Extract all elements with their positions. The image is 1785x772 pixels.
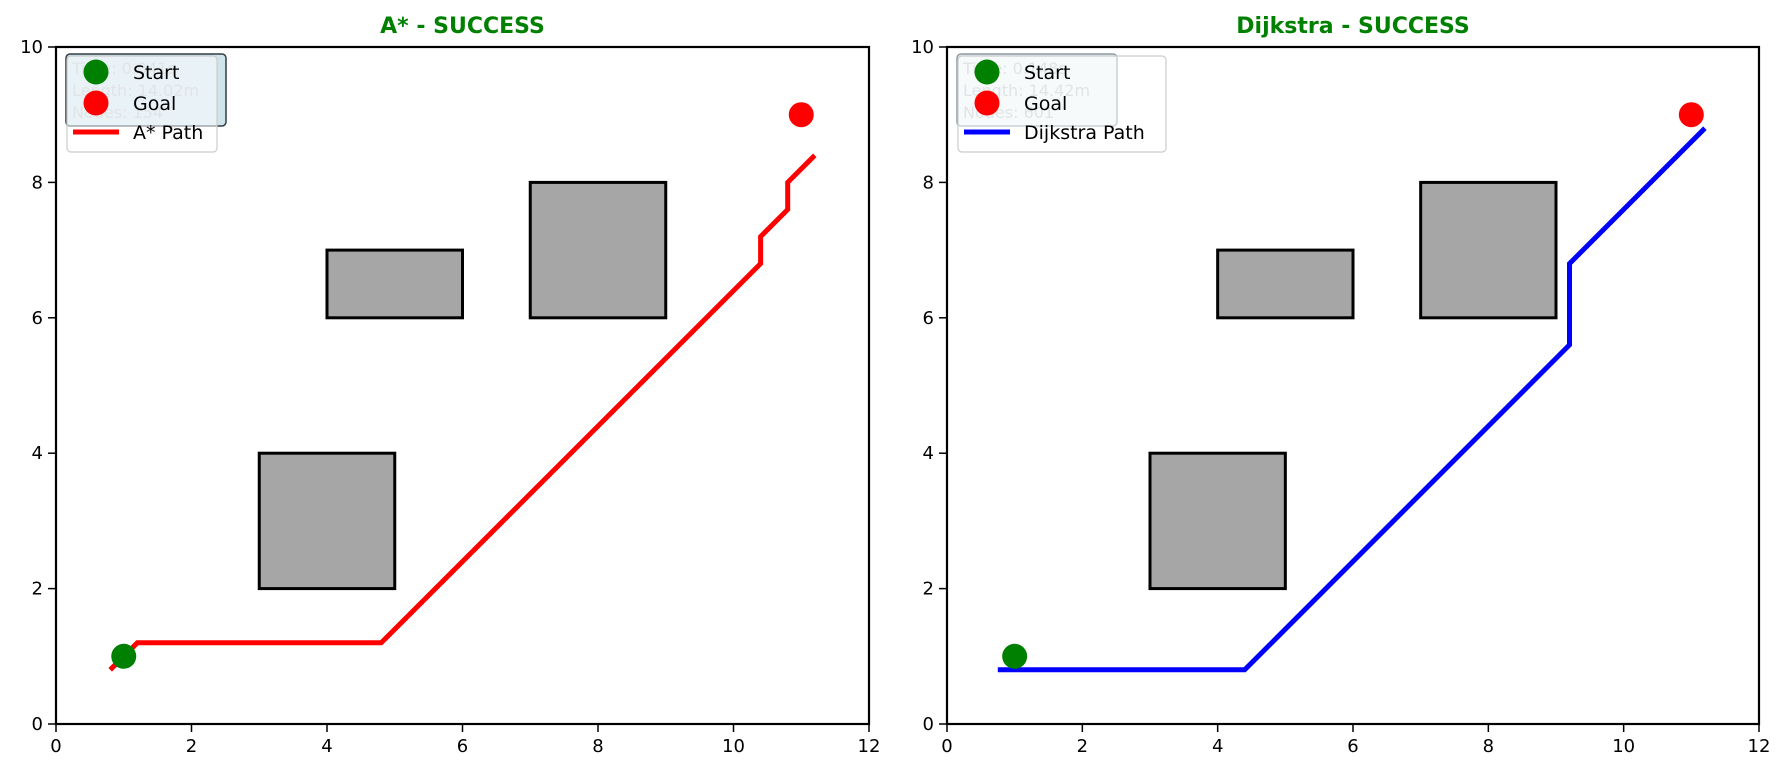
panel-2-legend-path-label: Dijkstra Path [1024, 122, 1145, 144]
panel-2-start-marker [1002, 643, 1028, 669]
panel-2-legend: Start Goal Dijkstra Path [957, 55, 1167, 153]
panel-1-legend: Start Goal A* Path [66, 55, 218, 153]
panel-1-x-tick-label-2: 2 [186, 736, 197, 757]
panel-1-start-marker [111, 643, 137, 669]
panel-2-x-tick-label-10: 10 [1612, 736, 1635, 757]
panel-1-legend-goal-label: Goal [133, 93, 176, 115]
panel-2-obstacle-3 [1419, 180, 1558, 320]
panel-1-y-tick-label-10: 10 [20, 37, 43, 58]
panel-2-y-tick-label-8: 8 [923, 172, 934, 193]
chart-panel-2: Dijkstra - SUCCESSTime: 0.148sLength: 14… [911, 14, 1770, 757]
panel-2-x-tick-label-8: 8 [1483, 736, 1494, 757]
panel-2-legend-start-marker [974, 59, 1000, 85]
panel-2-plot-area [947, 47, 1759, 724]
panel-2-obstacle-2 [1216, 248, 1355, 320]
panel-2-legend-frame [957, 55, 1167, 153]
panel-1-obstacle-3 [528, 180, 668, 320]
panel-2-y-tick-label-0: 0 [923, 714, 934, 735]
panel-2-x-tick-label-6: 6 [1347, 736, 1358, 757]
panel-1-goal-marker [788, 102, 814, 128]
panel-1-plot-area [56, 47, 869, 724]
panel-1-obstacle-2 [325, 248, 464, 320]
panel-1-legend-goal-marker [83, 90, 109, 116]
panel-1-x-tick-label-10: 10 [722, 736, 745, 757]
panel-1-legend-start-label: Start [133, 62, 179, 84]
panel-2-y-tick-label-4: 4 [923, 443, 934, 464]
panel-2-legend-start-label: Start [1024, 62, 1070, 84]
panel-1-obstacle-1 [257, 451, 397, 591]
panel-2-obstacle-1 [1148, 451, 1287, 591]
panel-2-x-tick-label-4: 4 [1212, 736, 1223, 757]
panel-2-legend-goal-marker [974, 90, 1000, 116]
panel-2-goal-marker [1678, 102, 1704, 128]
panel-1-x-tick-label-8: 8 [592, 736, 603, 757]
panel-1-x-tick-label-4: 4 [321, 736, 332, 757]
panel-1-legend-path-label: A* Path [133, 122, 203, 144]
panel-2-x-tick-label-0: 0 [941, 736, 952, 757]
chart-panel-1: A* - SUCCESSTime: 0.041sLength: 14.02mNo… [20, 14, 880, 757]
panel-2-y-tick-label-10: 10 [911, 37, 934, 58]
panel-2-legend-goal-label: Goal [1024, 93, 1067, 115]
panel-1-y-tick-label-6: 6 [32, 308, 43, 329]
panel-1-legend-start-marker [83, 59, 109, 85]
panel-1-y-tick-label-4: 4 [32, 443, 43, 464]
panel-1-chart-title: A* - SUCCESS [380, 14, 545, 39]
panel-2-path-line [997, 126, 1707, 673]
panel-2-y-tick-label-2: 2 [923, 579, 934, 600]
panel-2-y-tick-label-6: 6 [923, 308, 934, 329]
panel-1-y-tick-label-2: 2 [32, 579, 43, 600]
panel-1-y-tick-label-8: 8 [32, 172, 43, 193]
panel-1-x-tick-label-12: 12 [858, 736, 881, 757]
panel-2-chart-title: Dijkstra - SUCCESS [1236, 14, 1469, 39]
panel-1-x-tick-label-0: 0 [50, 736, 61, 757]
panel-2-x-tick-label-12: 12 [1748, 736, 1771, 757]
panel-1-path-line [108, 153, 817, 672]
panel-1-x-tick-label-6: 6 [457, 736, 468, 757]
panel-2-x-tick-label-2: 2 [1077, 736, 1088, 757]
panel-1-y-tick-label-0: 0 [32, 714, 43, 735]
